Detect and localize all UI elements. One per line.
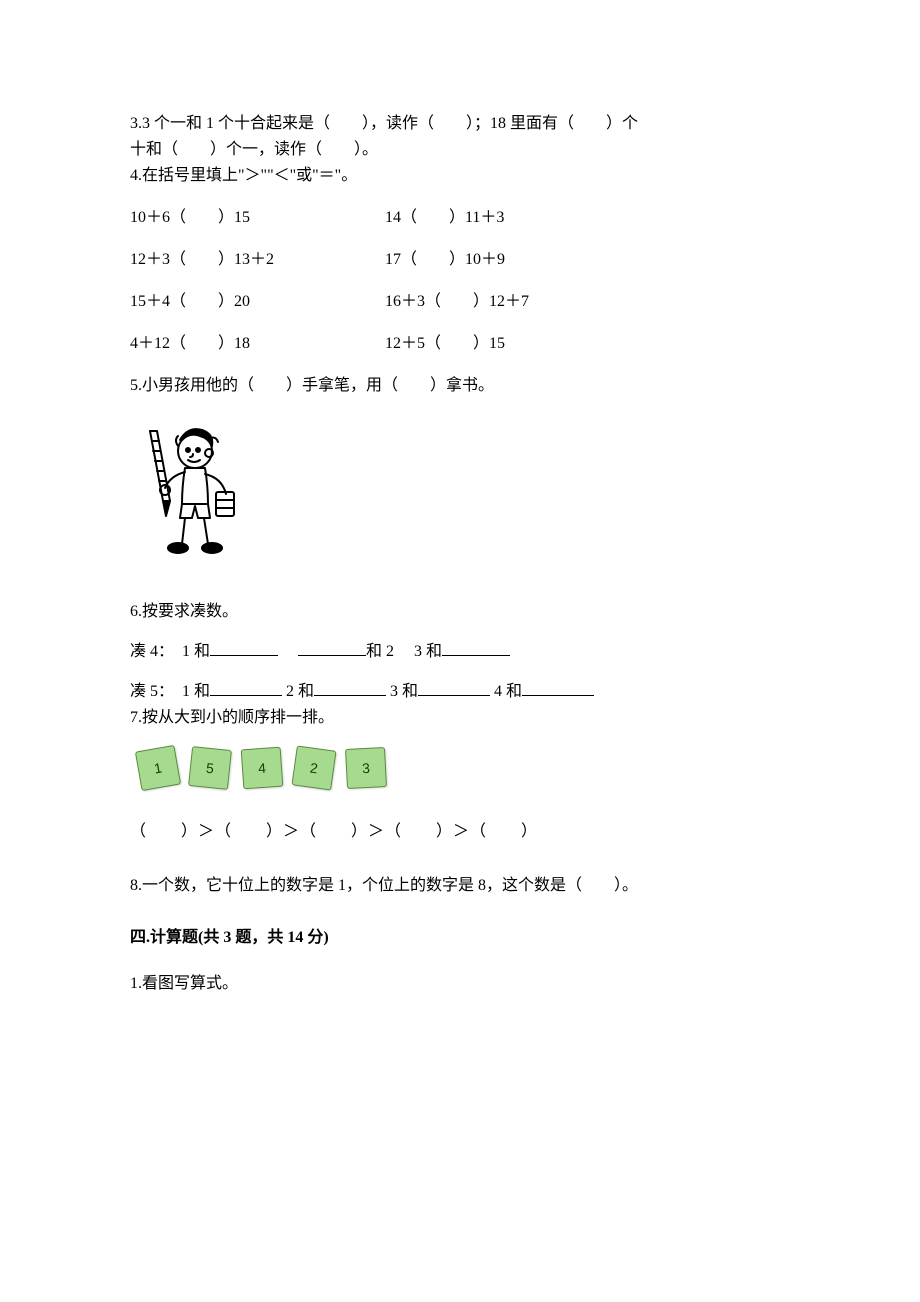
boy-with-pencil-icon <box>130 416 250 566</box>
card-value: 2 <box>309 757 320 779</box>
q5-text: 5.小男孩用他的（ ）手拿笔，用（ ）拿书。 <box>130 374 790 398</box>
q4-r3-right: 16＋3（ ）12＋7 <box>385 290 790 314</box>
number-card: 1 <box>136 746 180 790</box>
q3-line1: 3.3 个一和 1 个十合起来是（ ），读作（ ）；18 里面有（ ）个 <box>130 112 790 136</box>
q4-r4-left: 4＋12（ ）18 <box>130 332 385 356</box>
q4-r2-right: 17（ ）10＋9 <box>385 248 790 272</box>
number-card: 5 <box>188 746 232 790</box>
q6-line2: 凑 5： 1 和 2 和 3 和 4 和 <box>130 680 790 704</box>
q3-line2: 十和（ ）个一，读作（ ）。 <box>130 138 790 162</box>
card-value: 4 <box>257 757 266 778</box>
blank <box>522 680 594 696</box>
q4-row-1: 10＋6（ ）15 14（ ）11＋3 <box>130 206 790 230</box>
card-value: 1 <box>152 757 163 779</box>
number-card: 3 <box>344 746 388 790</box>
q7-ordering: （ ）＞（ ）＞（ ）＞（ ）＞（ ） <box>130 820 790 844</box>
card-value: 5 <box>205 757 215 779</box>
blank <box>314 680 386 696</box>
blank <box>442 640 510 656</box>
q4-r2-left: 12＋3（ ）13＋2 <box>130 248 385 272</box>
q4-r3-left: 15＋4（ ）20 <box>130 290 385 314</box>
q4-r4-right: 12＋5（ ）15 <box>385 332 790 356</box>
number-card: 2 <box>292 746 336 790</box>
q4-r1-left: 10＋6（ ）15 <box>130 206 385 230</box>
q6-title: 6.按要求凑数。 <box>130 600 790 624</box>
q6-line1: 凑 4： 1 和 和 2 3 和 <box>130 640 790 664</box>
card-value: 3 <box>362 757 371 778</box>
blank <box>210 680 282 696</box>
q4-row-2: 12＋3（ ）13＋2 17（ ）10＋9 <box>130 248 790 272</box>
q4-r1-right: 14（ ）11＋3 <box>385 206 790 230</box>
q4-row-3: 15＋4（ ）20 16＋3（ ）12＋7 <box>130 290 790 314</box>
q4-row-4: 4＋12（ ）18 12＋5（ ）15 <box>130 332 790 356</box>
section4-title: 四.计算题(共 3 题，共 14 分) <box>130 926 790 950</box>
q7-title: 7.按从大到小的顺序排一排。 <box>130 706 790 730</box>
blank <box>210 640 278 656</box>
q6-l2-d: 4 和 <box>494 683 522 700</box>
q4-prompt: 4.在括号里填上"＞""＜"或"＝"。 <box>130 164 790 188</box>
q6-l2-a: 凑 5： 1 和 <box>130 683 210 700</box>
q8-text: 8.一个数，它十位上的数字是 1，个位上的数字是 8，这个数是（ ）。 <box>130 874 790 898</box>
boy-illustration <box>130 416 790 574</box>
q6-l1-a: 凑 4： 1 和 <box>130 643 210 660</box>
q6-l1-b: 和 2 3 和 <box>366 643 442 660</box>
q6-l2-c: 3 和 <box>390 683 418 700</box>
q7-cards: 1 5 4 2 3 <box>130 746 790 790</box>
section4-item1: 1.看图写算式。 <box>130 972 790 996</box>
blank <box>418 680 490 696</box>
q6-l2-b: 2 和 <box>286 683 314 700</box>
blank <box>298 640 366 656</box>
number-card: 4 <box>240 746 284 790</box>
